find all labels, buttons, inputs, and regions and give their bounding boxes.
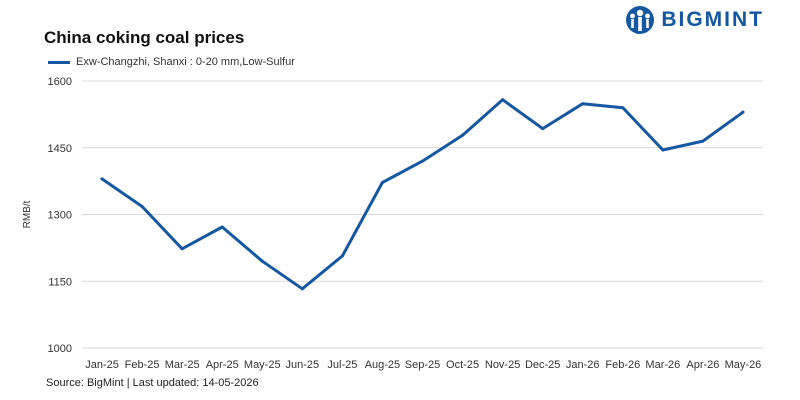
bigmint-logo-icon	[626, 6, 655, 34]
data-point	[380, 180, 384, 184]
brand-name: BIGMINT	[661, 8, 764, 31]
x-tick-label: Mar-25	[165, 359, 200, 371]
y-tick-label: 1300	[48, 210, 72, 222]
data-point	[220, 225, 224, 229]
x-tick-label: Oct-25	[446, 359, 479, 371]
data-point	[581, 102, 585, 106]
x-tick-label: Dec-25	[525, 359, 560, 371]
x-axis-ticks: Jan-25 Feb-25 Mar-25 Apr-25 May-25 Jun-25 Jul-…	[85, 359, 761, 371]
x-tick-label: Nov-25	[485, 359, 520, 371]
data-point	[541, 127, 545, 131]
legend-label: Exw-Changzhi, Shanxi : 0-20 mm,Low-Sulfu…	[76, 56, 295, 68]
x-tick-label: Feb-26	[605, 359, 640, 371]
x-tick-label: Jan-25	[85, 359, 119, 371]
data-point	[260, 259, 264, 263]
y-tick-label: 1000	[48, 343, 72, 355]
source-note: Source: BigMint | Last updated: 14-05-20…	[46, 377, 259, 389]
data-point	[461, 133, 465, 137]
data-point	[501, 98, 505, 102]
y-tick-label: 1450	[48, 143, 72, 155]
data-point	[661, 148, 665, 152]
data-point	[421, 159, 424, 163]
data-point	[741, 110, 745, 114]
data-point	[300, 287, 304, 291]
series-layer	[100, 98, 745, 291]
y-axis-label: RMB/t	[22, 200, 33, 228]
x-tick-label: Jul-25	[327, 359, 357, 371]
data-point	[701, 139, 705, 143]
data-point	[180, 247, 184, 251]
brand-logo: BIGMINT	[625, 5, 764, 35]
x-tick-label: Feb-25	[125, 359, 160, 371]
data-point	[621, 106, 625, 110]
x-tick-label: Aug-25	[365, 359, 400, 371]
x-tick-label: Apr-26	[686, 359, 719, 371]
x-tick-label: Mar-26	[645, 359, 680, 371]
data-point	[100, 177, 104, 181]
x-tick-label: May-26	[725, 359, 762, 371]
legend: Exw-Changzhi, Shanxi : 0-20 mm,Low-Sulfu…	[48, 56, 295, 68]
chart-title: China coking coal prices	[44, 28, 245, 47]
y-tick-label: 1150	[48, 276, 72, 288]
y-axis-ticks: 1000 1150 1300 1450 1600	[48, 76, 72, 355]
x-tick-label: May-25	[244, 359, 281, 371]
y-tick-label: 1600	[48, 76, 72, 88]
x-tick-label: Jun-25	[286, 359, 320, 371]
x-tick-label: Apr-25	[206, 359, 239, 371]
x-tick-label: Sep-25	[405, 359, 440, 371]
data-point	[140, 204, 144, 208]
legend-swatch	[48, 60, 70, 64]
grid-lines	[82, 80, 763, 349]
series-line	[100, 98, 745, 291]
x-tick-label: Jan-26	[566, 359, 600, 371]
data-point	[340, 254, 344, 258]
